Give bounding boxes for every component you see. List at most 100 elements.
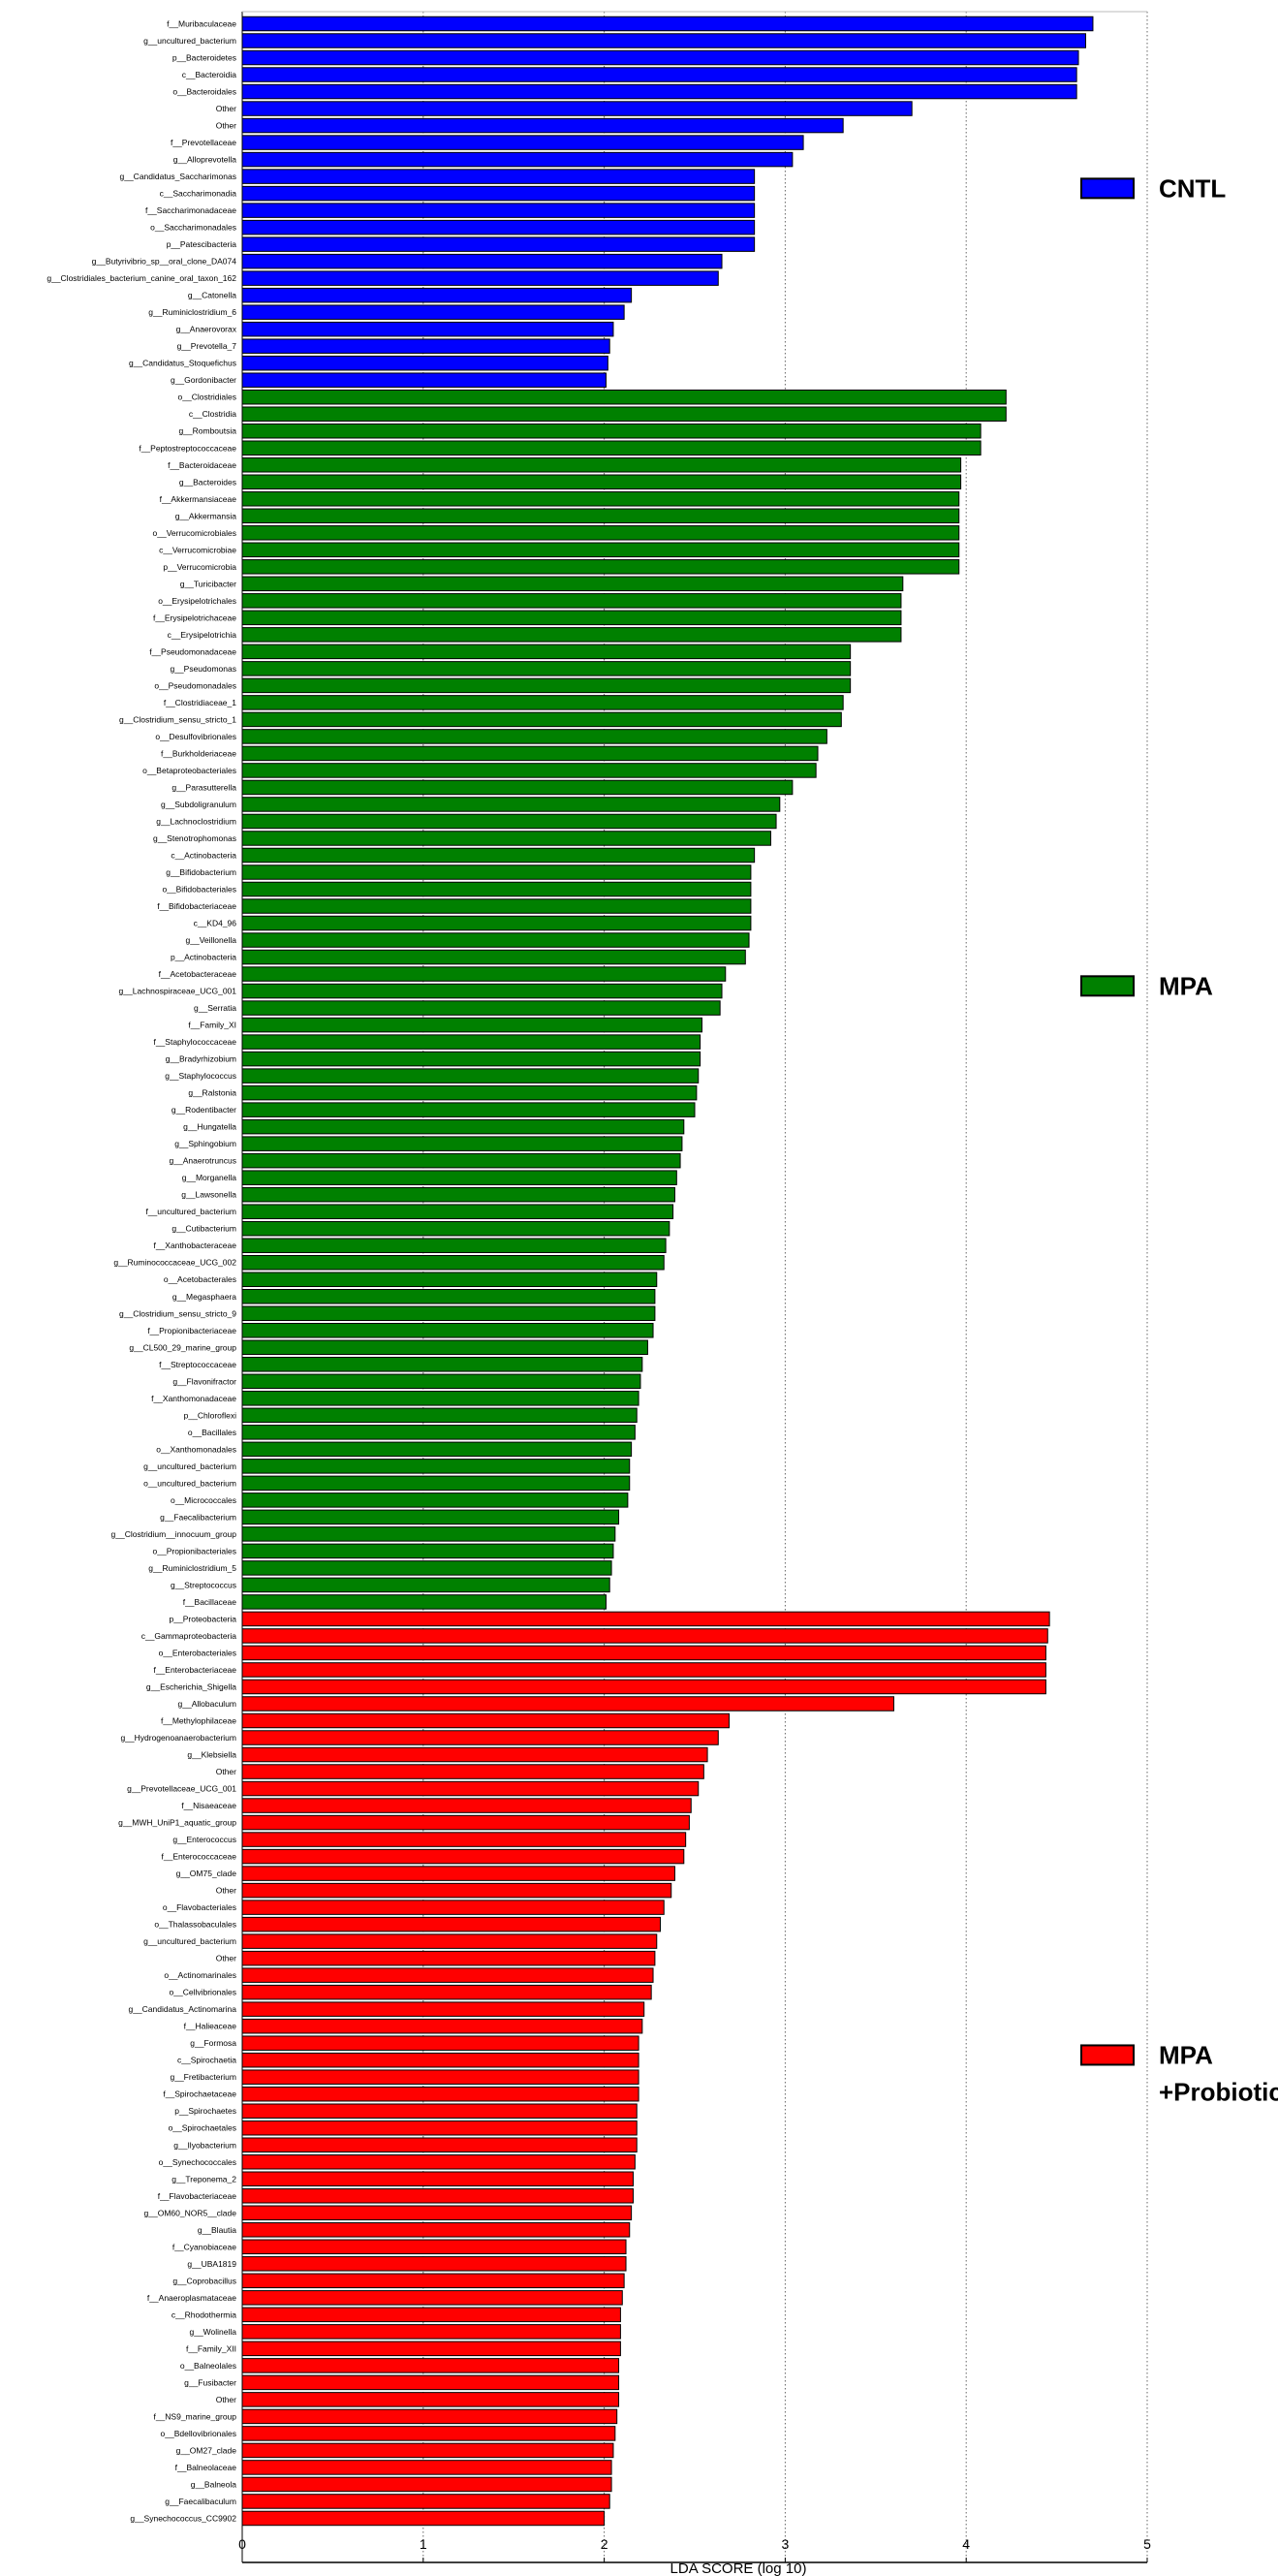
bar-g1-63 [241, 1459, 631, 1474]
bar-label-g1-63: g__uncultured_bacterium [143, 1461, 236, 1471]
bar-label-g1-70: g__Streptococcus [171, 1580, 236, 1589]
bar-label-g2-32: o__Synechococcales [159, 2157, 236, 2167]
bar-label-g1-47: g__Lawsonella [181, 1190, 236, 1200]
bar-label-g1-42: g__Rodentibacter [171, 1105, 236, 1115]
bar-g2-5 [241, 1696, 894, 1712]
bar-g2-0 [241, 1611, 1050, 1627]
bar-label-g1-38: f__Staphylococcaceae [153, 1037, 236, 1047]
bar-label-g0-1: g__uncultured_bacterium [143, 36, 236, 46]
bar-label-g1-3: f__Peptostreptococcaceae [139, 443, 236, 453]
bar-label-g2-19: g__uncultured_bacterium [143, 1936, 236, 1946]
bar-label-g0-4: o__Bacteroidales [172, 87, 236, 97]
bar-g1-0 [241, 389, 1007, 405]
bar-label-g2-21: o__Actinomarinales [164, 1970, 236, 1980]
bar-g1-19 [241, 711, 842, 728]
bar-label-g2-14: f__Enterococcaceae [162, 1852, 237, 1862]
x-tick-label-5: 5 [1143, 2536, 1151, 2552]
bar-label-g1-36: g__Serratia [194, 1003, 236, 1013]
bar-g1-43 [241, 1118, 685, 1135]
bar-g1-31 [241, 915, 752, 931]
bar-label-g2-1: c__Gammaproteobacteria [141, 1631, 237, 1641]
bar-label-g1-24: g__Subdoligranulum [161, 800, 236, 809]
bar-label-g1-29: o__Bifidobacteriales [162, 885, 236, 895]
bar-g0-9 [241, 169, 756, 184]
bar-g2-24 [241, 2018, 643, 2034]
bar-g1-42 [241, 1102, 696, 1117]
bar-g1-24 [241, 797, 781, 812]
bar-g1-62 [241, 1441, 633, 1458]
bar-label-g1-15: f__Pseudomonadaceae [149, 646, 236, 656]
bar-label-g1-1: c__Clostridia [189, 409, 236, 419]
bar-label-g1-65: o__Micrococcales [171, 1495, 236, 1505]
bar-label-g1-33: p__Actinobacteria [171, 953, 236, 962]
bar-g2-12 [241, 1814, 690, 1831]
legend-label-2-1: +Probiotic [1159, 2077, 1278, 2106]
bar-label-g1-6: f__Akkermansiaceae [160, 494, 237, 504]
bar-g1-44 [241, 1136, 683, 1151]
bar-g1-50 [241, 1238, 667, 1253]
bar-label-g0-14: g__Butyrivibrio_sp__oral_clone_DA074 [92, 257, 237, 267]
bar-g0-11 [241, 203, 756, 218]
bar-g1-17 [241, 677, 852, 694]
bar-label-g0-9: g__Candidatus_Saccharimonas [120, 172, 237, 181]
bar-label-g0-0: f__Muribaculaceae [167, 19, 236, 29]
bar-label-g1-12: o__Erysipelotrichales [158, 596, 236, 606]
bar-g2-34 [241, 2188, 634, 2204]
bar-label-g1-8: o__Verrucomicrobiales [153, 528, 236, 538]
bar-label-g1-23: g__Parasutterella [171, 782, 236, 792]
bar-label-g2-40: f__Anaeroplasmataceae [147, 2293, 236, 2303]
bar-g1-38 [241, 1034, 701, 1050]
bar-g1-70 [241, 1577, 610, 1593]
bar-g1-66 [241, 1509, 620, 1525]
x-tick-label-0: 0 [238, 2536, 246, 2552]
bar-label-g1-32: g__Veillonella [186, 935, 237, 945]
bar-g1-21 [241, 745, 819, 762]
bar-label-g1-28: g__Bifidobacterium [166, 867, 236, 877]
bar-g2-47 [241, 2408, 618, 2425]
bar-label-g2-26: c__Spirochaetia [177, 2056, 236, 2065]
bar-label-g1-45: g__Anaerotruncus [170, 1156, 236, 1166]
bar-g1-48 [241, 1204, 674, 1219]
bar-label-g2-48: o__Bdellovibrionales [161, 2429, 236, 2438]
bar-g0-12 [241, 219, 756, 236]
bar-g2-44 [241, 2358, 620, 2373]
bar-g2-6 [241, 1712, 730, 1729]
bar-label-g1-5: g__Bacteroides [179, 477, 236, 487]
bar-label-g2-5: g__Allobaculum [178, 1699, 236, 1709]
bar-label-g1-52: o__Acetobacterales [164, 1274, 236, 1284]
bar-g0-19 [241, 338, 610, 354]
bar-label-g1-0: o__Clostridiales [178, 393, 236, 402]
bar-g2-1 [241, 1628, 1048, 1644]
bar-label-g2-51: g__Balneola [191, 2479, 237, 2489]
bar-label-g2-43: f__Family_XII [186, 2343, 236, 2353]
bar-label-g0-12: o__Saccharimonadales [150, 223, 236, 233]
bar-g2-28 [241, 2086, 639, 2102]
bar-g1-27 [241, 847, 756, 864]
bar-g2-32 [241, 2154, 636, 2170]
bar-label-g2-53: g__Synechococcus_CC9902 [130, 2513, 236, 2523]
bar-g1-3 [241, 440, 982, 456]
bar-label-g2-30: o__Spirochaetales [169, 2123, 236, 2133]
legend-label-0-0: CNTL [1159, 173, 1226, 203]
bar-g2-19 [241, 1933, 658, 1949]
bar-label-g0-2: p__Bacteroidetes [172, 53, 236, 63]
bar-g1-23 [241, 779, 794, 796]
bar-label-g2-45: g__Fusibacter [184, 2377, 236, 2387]
x-tick-label-1: 1 [420, 2536, 427, 2552]
bar-g1-51 [241, 1254, 665, 1271]
bar-label-g1-43: g__Hungatella [183, 1122, 236, 1132]
bar-g2-20 [241, 1950, 656, 1966]
bar-g0-17 [241, 304, 625, 320]
bar-g1-9 [241, 542, 960, 558]
bar-label-g2-9: Other [216, 1767, 236, 1776]
bar-g0-3 [241, 67, 1077, 82]
bar-g2-35 [241, 2205, 633, 2221]
bar-label-g0-21: g__Gordonibacter [171, 375, 236, 385]
bar-label-g1-4: f__Bacteroidaceae [168, 460, 236, 470]
bar-g2-42 [241, 2324, 621, 2340]
bar-g1-14 [241, 627, 902, 643]
bar-g0-20 [241, 355, 608, 371]
bar-g1-10 [241, 559, 960, 575]
bar-g1-71 [241, 1594, 607, 1610]
bar-g1-33 [241, 949, 746, 965]
